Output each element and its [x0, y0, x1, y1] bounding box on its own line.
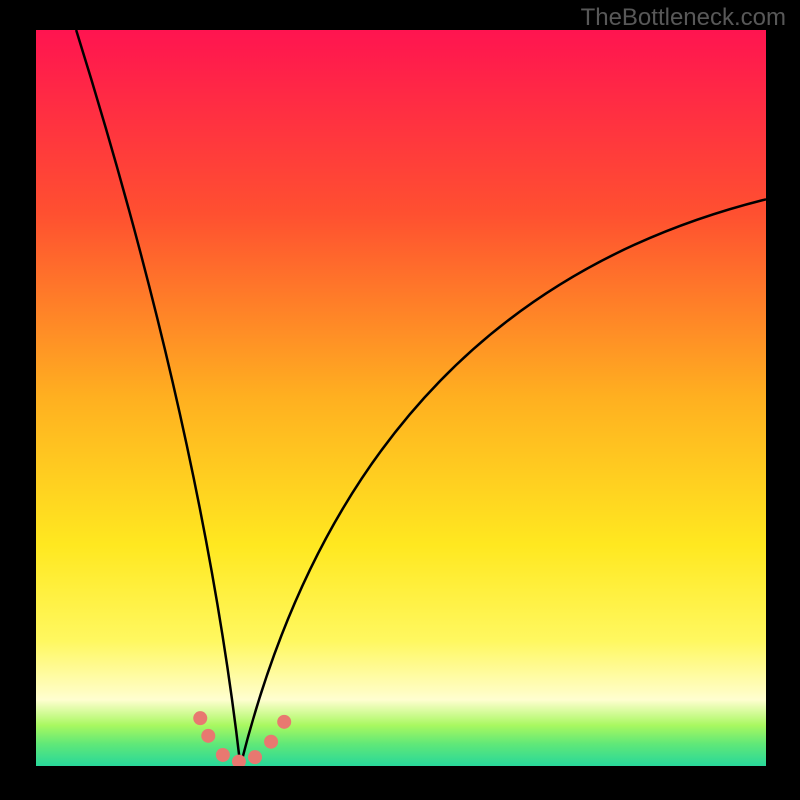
chart-svg	[36, 30, 766, 766]
marker-dot	[277, 715, 291, 729]
marker-dot	[216, 748, 230, 762]
watermark-text: TheBottleneck.com	[581, 4, 786, 32]
marker-dot	[201, 729, 215, 743]
marker-dot	[264, 735, 278, 749]
gradient-background	[36, 30, 766, 766]
marker-dot	[248, 750, 262, 764]
chart-container: TheBottleneck.com	[0, 0, 800, 800]
marker-dot	[193, 711, 207, 725]
